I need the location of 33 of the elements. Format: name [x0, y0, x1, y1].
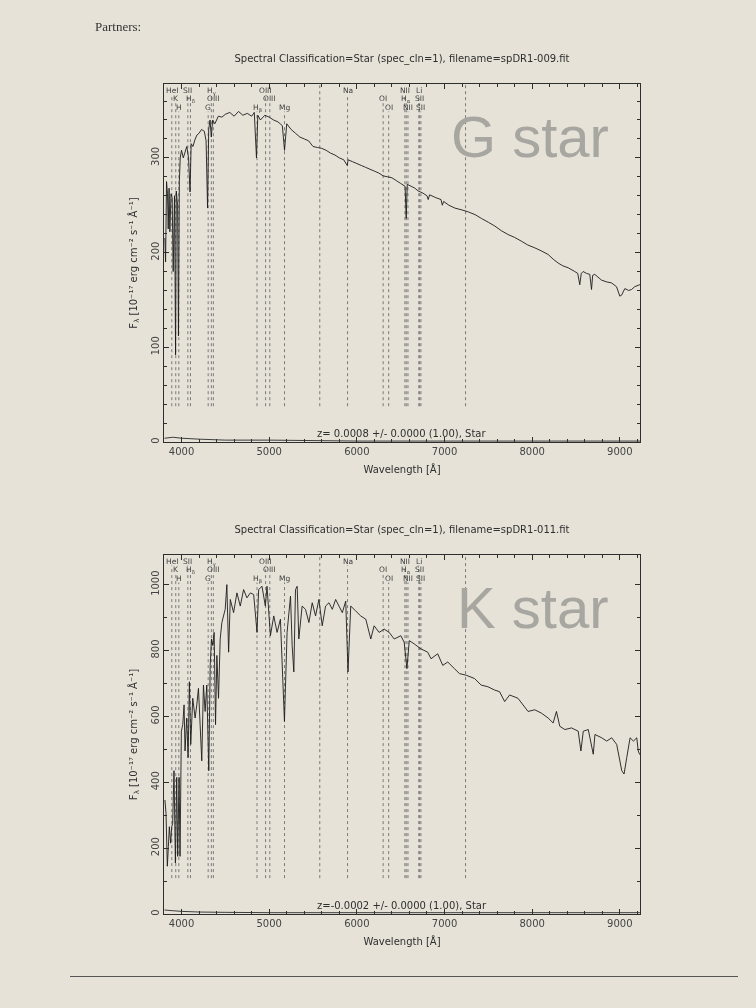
chart-title: Spectral Classification=Star (spec_cln=1), filename=spDR1-011.fit [234, 523, 570, 536]
text: Partners: [95, 19, 142, 34]
annotation: G star [451, 104, 609, 169]
chart-title: Spectral Classification=Star (spec_cln=1), filename=spDR1-009.fit [234, 52, 570, 65]
annotation: z= 0.0008 +/- 0.0000 (1.00), Star [317, 428, 487, 439]
line-series [164, 584, 640, 867]
y-tick-label: 1000 [150, 570, 161, 596]
x-tick-label: 7000 [431, 918, 458, 929]
x-tick-label: 6000 [344, 918, 370, 929]
x-tick-label: 5000 [256, 446, 282, 457]
y-tick-label: 200 [150, 241, 161, 261]
x-tick-label: 4000 [168, 918, 195, 929]
line-series [164, 111, 640, 356]
y-tick-label: 100 [150, 336, 161, 356]
x-axis-title: Wavelength [Å] [363, 462, 441, 475]
y-tick-label: 800 [150, 639, 161, 659]
x-axis-title: Wavelength [Å] [363, 934, 441, 947]
x-tick-label: 8000 [519, 446, 545, 457]
annotation: K star [457, 575, 609, 640]
y-tick-label: 200 [150, 837, 161, 857]
x-tick-label: 4000 [168, 446, 195, 457]
y-tick-label: 0 [150, 909, 161, 916]
x-tick-label: 6000 [344, 446, 370, 457]
x-tick-label: 9000 [607, 446, 633, 457]
x-tick-label: 5000 [256, 918, 282, 929]
y-tick-label: 300 [150, 146, 161, 166]
x-tick-label: 8000 [519, 918, 545, 929]
x-tick-label: 7000 [431, 446, 458, 457]
annotation: z=-0.0002 +/- 0.0000 (1.00), Star [317, 900, 487, 911]
y-tick-label: 400 [150, 771, 161, 791]
x-tick-label: 9000 [607, 918, 633, 929]
y-tick-label: 0 [150, 437, 161, 444]
y-tick-label: 600 [150, 705, 161, 725]
